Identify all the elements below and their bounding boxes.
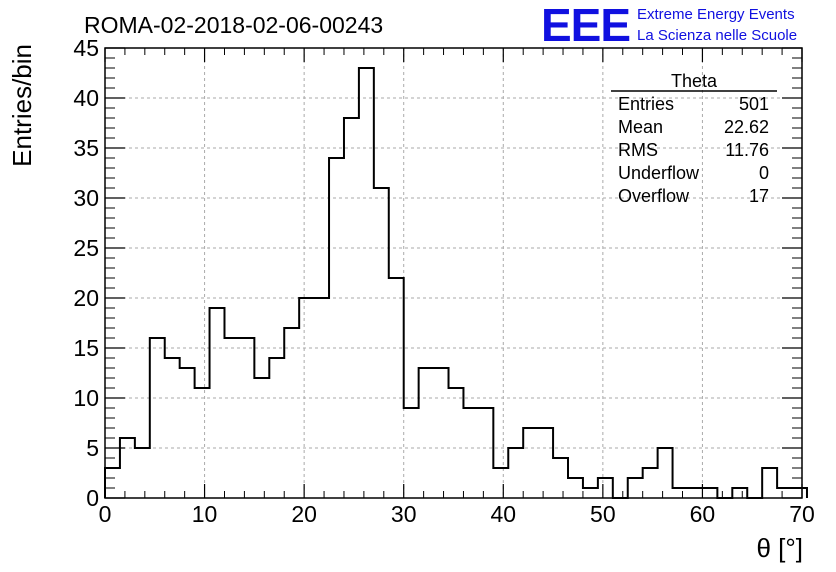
stats-row-label: Underflow xyxy=(618,163,700,183)
y-tick-label: 5 xyxy=(86,435,99,461)
histogram-bin xyxy=(583,488,598,498)
histogram-bin xyxy=(374,188,389,498)
histogram-bin xyxy=(553,458,568,498)
histogram-bin xyxy=(150,338,165,498)
histogram-bin xyxy=(777,488,792,498)
y-tick-label: 15 xyxy=(73,335,99,361)
logo-line-2: La Scienza nelle Scuole xyxy=(637,27,797,44)
histogram-bin xyxy=(284,328,299,498)
y-tick-label: 40 xyxy=(73,85,99,111)
histogram-bin xyxy=(299,298,314,498)
histogram-bin xyxy=(434,368,449,498)
stats-row-label: Entries xyxy=(618,94,674,114)
histogram-bin xyxy=(239,338,254,498)
histogram-bin xyxy=(463,408,478,498)
x-tick-label: 50 xyxy=(590,501,616,527)
axis-ticks xyxy=(104,47,803,499)
histogram-bin xyxy=(702,488,717,498)
histogram-bin xyxy=(120,438,135,498)
histogram-bin xyxy=(568,478,583,498)
y-tick-label: 30 xyxy=(73,185,99,211)
y-tick-label: 35 xyxy=(73,135,99,161)
histogram-bin xyxy=(493,468,508,498)
stats-row-value: 17 xyxy=(749,186,769,206)
x-tick-label: 10 xyxy=(192,501,218,527)
histogram-bin xyxy=(419,368,434,498)
x-tick-labels: 0 10 20 30 40 50 60 70 xyxy=(99,501,815,527)
histogram-bin xyxy=(180,368,195,498)
plot-frame xyxy=(104,47,803,499)
stats-row-value: 501 xyxy=(739,94,769,114)
stats-row-value: 0 xyxy=(759,163,769,183)
histogram-bin xyxy=(269,358,284,498)
histogram-bin xyxy=(359,68,374,498)
y-axis-label: Entries/bin xyxy=(7,44,37,167)
histogram-bars xyxy=(104,67,808,499)
y-tick-label: 20 xyxy=(73,285,99,311)
histogram-bin xyxy=(508,448,523,498)
histogram-bin xyxy=(224,338,239,498)
histogram-bin xyxy=(329,158,344,498)
histogram-bin xyxy=(523,428,538,498)
y-tick-labels: 0 5 10 15 20 25 30 35 40 45 xyxy=(73,35,99,511)
histogram-bin xyxy=(135,448,150,498)
histogram-bin xyxy=(478,408,493,498)
stats-box-name: Theta xyxy=(671,71,718,91)
histogram-bin xyxy=(210,308,225,498)
stats-row-label: Overflow xyxy=(618,186,690,206)
histogram-bin xyxy=(449,388,464,498)
histogram-bin xyxy=(314,298,329,498)
y-tick-label: 25 xyxy=(73,235,99,261)
x-tick-label: 0 xyxy=(99,501,112,527)
logo-mark: EEE xyxy=(541,0,630,51)
logo: EEE Extreme Energy Events La Scienza nel… xyxy=(541,0,797,51)
chart-title: ROMA-02-2018-02-06-00243 xyxy=(84,12,383,38)
histogram-bin xyxy=(598,478,613,498)
x-tick-label: 30 xyxy=(391,501,417,527)
stats-row-label: Mean xyxy=(618,117,663,137)
stats-box: Theta Entries 501 Mean 22.62 RMS 11.76 Underfl… xyxy=(611,71,777,206)
stats-row-value: 22.62 xyxy=(724,117,769,137)
histogram-bin xyxy=(673,488,688,498)
histogram-bin xyxy=(404,408,419,498)
histogram-bin xyxy=(165,358,180,498)
y-tick-label: 0 xyxy=(86,485,99,511)
histogram-bin xyxy=(389,278,404,498)
histogram-bin xyxy=(732,488,747,498)
x-tick-label: 70 xyxy=(789,501,815,527)
y-tick-label: 10 xyxy=(73,385,99,411)
histogram-bin xyxy=(105,468,120,498)
histogram-outline xyxy=(104,67,808,499)
x-tick-label: 20 xyxy=(291,501,317,527)
histogram-bin xyxy=(643,468,658,498)
y-tick-label: 45 xyxy=(73,35,99,61)
histogram-bin xyxy=(762,468,777,498)
grid-lines xyxy=(105,48,802,498)
x-tick-label: 40 xyxy=(490,501,516,527)
histogram-bin xyxy=(195,388,210,498)
stats-row-label: RMS xyxy=(618,140,658,160)
histogram-bin xyxy=(687,488,702,498)
histogram-bin xyxy=(658,448,673,498)
stats-row-value: 11.76 xyxy=(725,140,769,160)
histogram-bin xyxy=(628,478,643,498)
histogram-bin xyxy=(538,428,553,498)
histogram-bin xyxy=(254,378,269,498)
logo-line-1: Extreme Energy Events xyxy=(637,6,795,23)
histogram-bin xyxy=(792,488,807,498)
x-axis-label: θ [°] xyxy=(756,533,803,563)
histogram-bin xyxy=(344,118,359,498)
x-tick-label: 60 xyxy=(690,501,716,527)
